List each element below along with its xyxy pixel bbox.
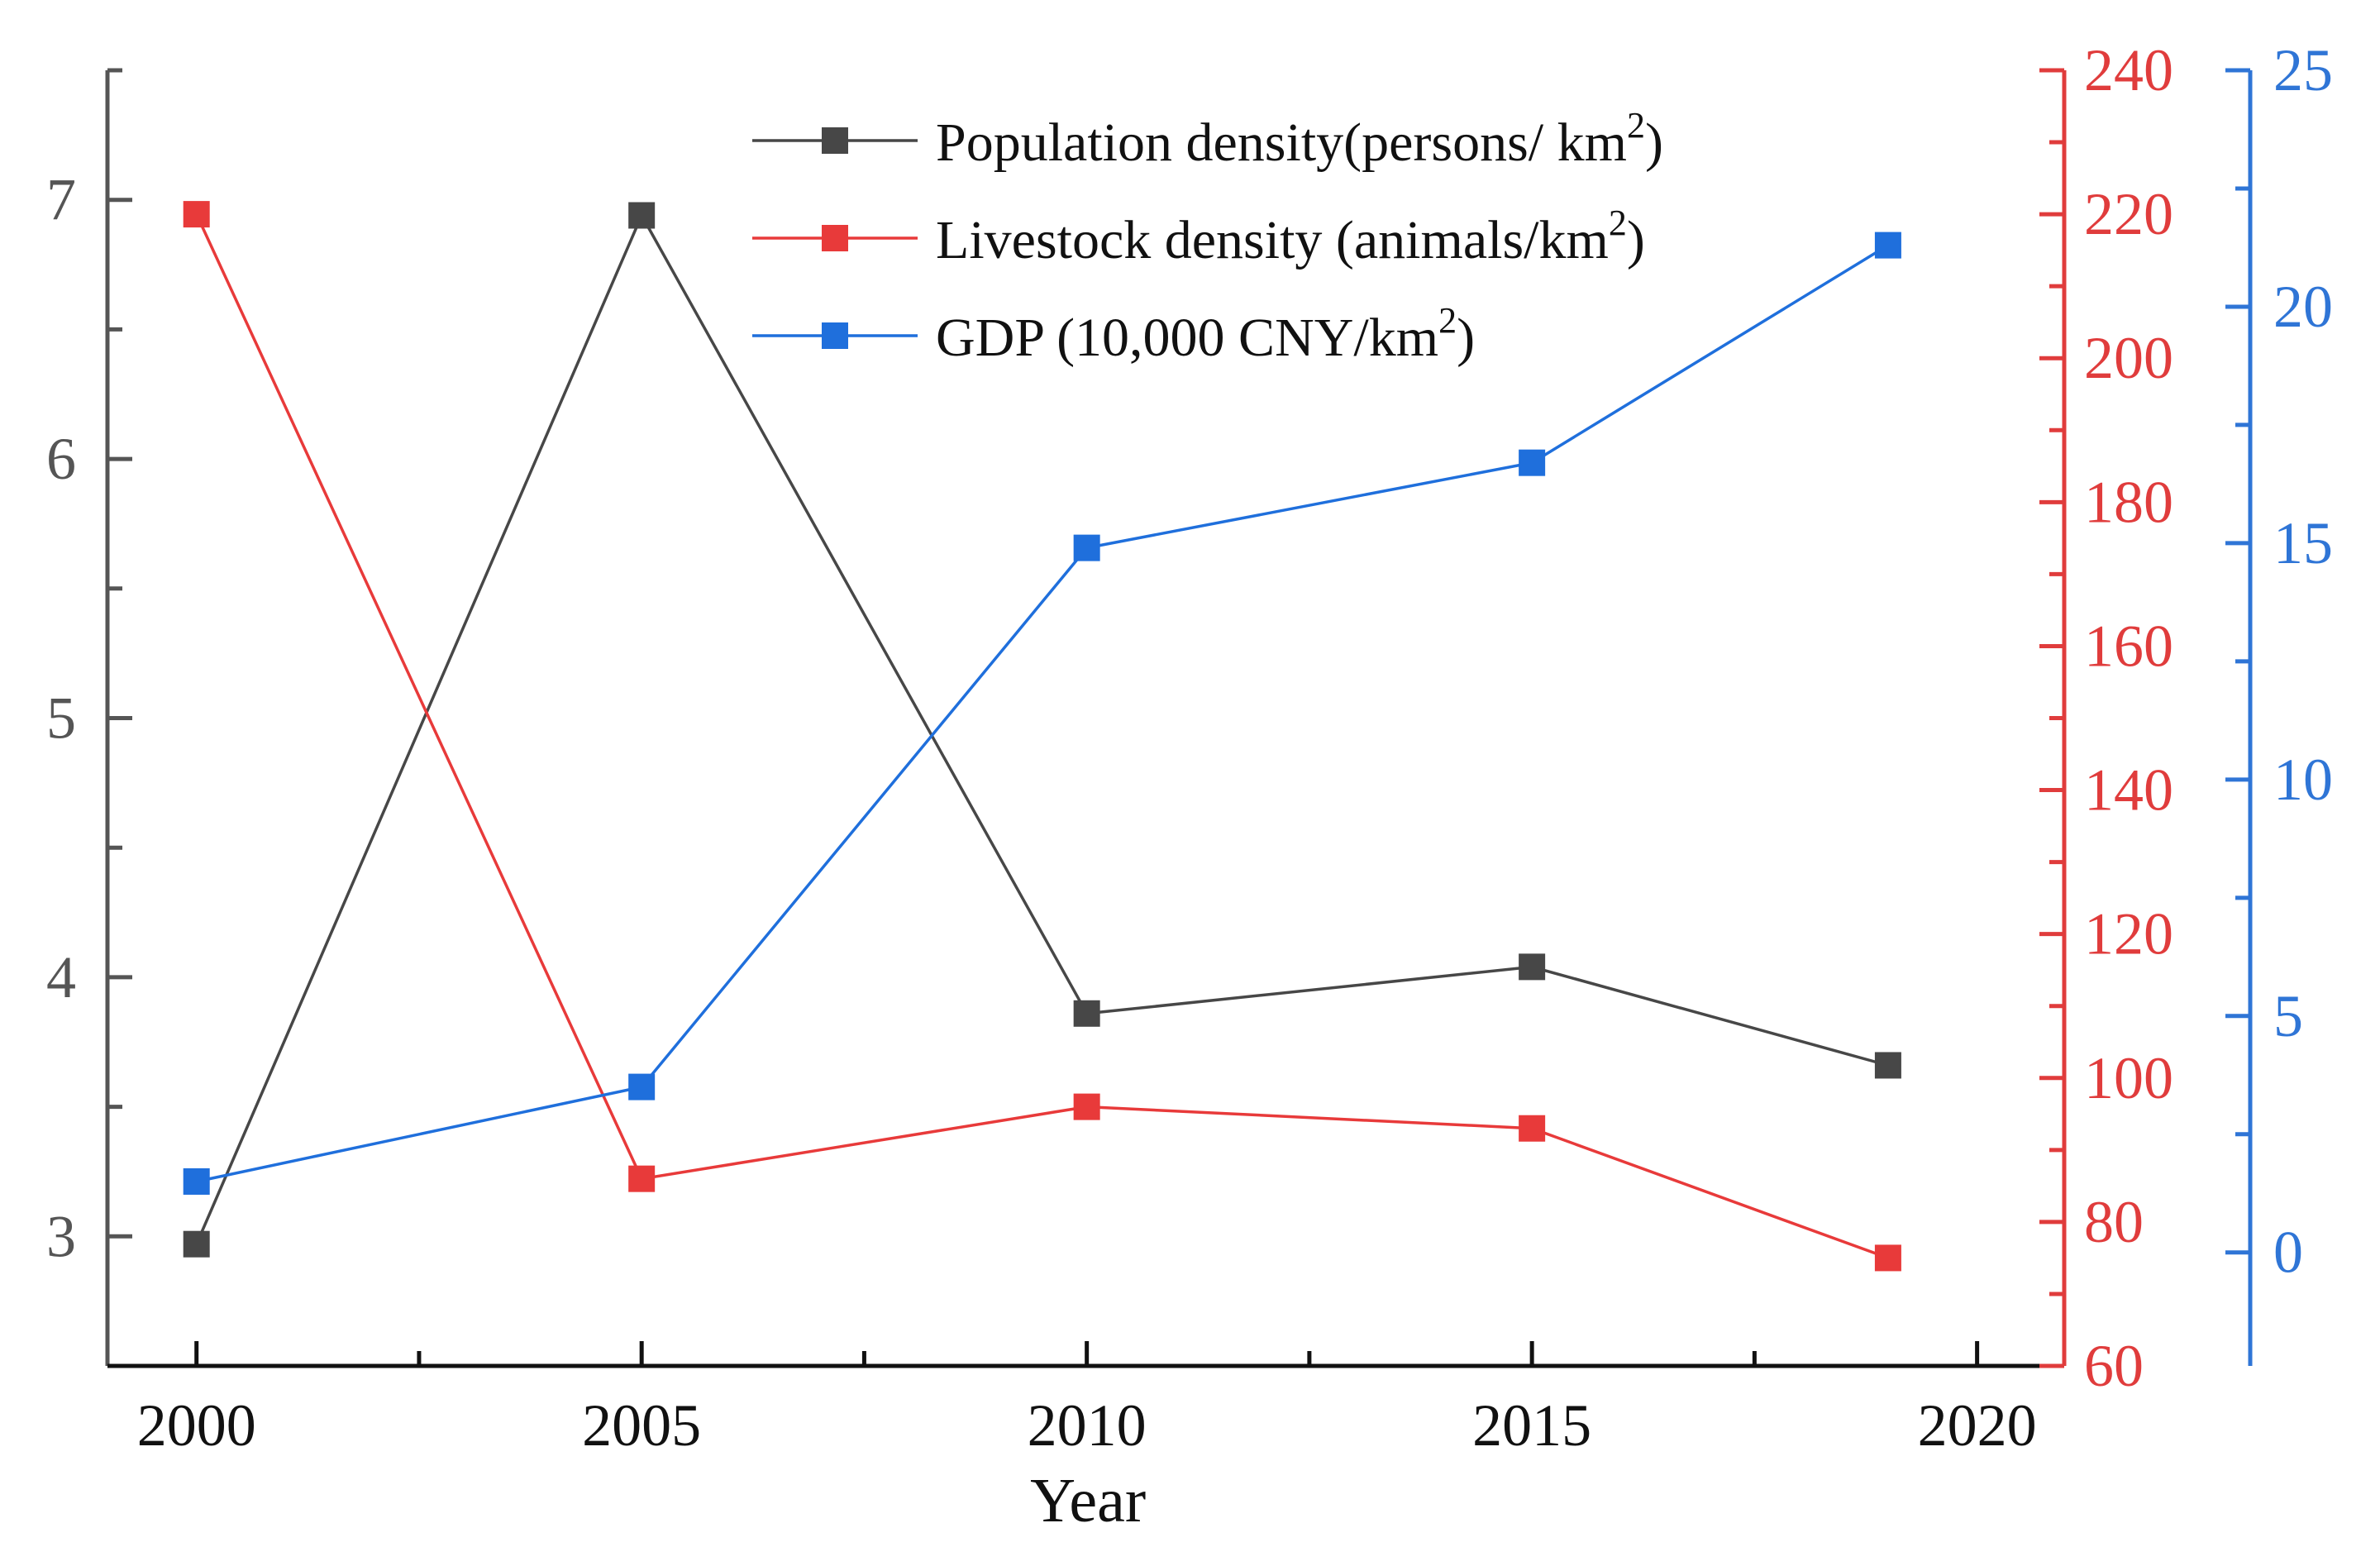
legend-label-2: GDP (10,000 CNY/km2): [936, 300, 1475, 368]
legend-marker-1: [822, 225, 848, 251]
legend-label-text: GDP (10,000 CNY/km: [936, 308, 1438, 368]
x-tick-label: 2020: [1918, 1392, 2037, 1459]
y-right1-tick-label: 160: [2084, 613, 2173, 679]
y-right1-tick-label: 80: [2084, 1189, 2144, 1255]
data-point-1-0: [183, 201, 210, 228]
data-point-0-2: [1073, 1000, 1100, 1027]
legend-label-text: Livestock density (animals/km: [936, 210, 1609, 270]
y-left-tick-label: 5: [46, 685, 76, 752]
series-line-2: [196, 244, 1889, 1183]
y-right2-tick-label: 0: [2273, 1220, 2303, 1286]
legend-marker-2: [822, 322, 848, 349]
y-right2-tick-label: 10: [2273, 747, 2333, 813]
y-right2-tick-label: 25: [2273, 37, 2333, 103]
x-axis-title: Year: [1030, 1466, 1146, 1535]
y-right2-tick-label: 15: [2273, 510, 2333, 576]
y-left-tick-label: 6: [46, 426, 76, 492]
series-layer: [183, 201, 1901, 1272]
y-right1-tick-label: 120: [2084, 901, 2173, 967]
y-right2-tick-label: 20: [2273, 274, 2333, 340]
legend-label-superscript: 2: [1627, 105, 1645, 146]
data-point-2-4: [1874, 232, 1901, 259]
data-point-1-4: [1874, 1244, 1901, 1272]
x-tick-label: 2015: [1472, 1392, 1591, 1459]
y-left-tick-label: 4: [46, 944, 76, 1010]
x-tick-label: 2010: [1028, 1392, 1147, 1459]
y-right1-tick-label: 140: [2084, 757, 2173, 824]
data-point-2-2: [1073, 534, 1100, 561]
legend-marker-0: [822, 127, 848, 154]
data-point-2-1: [628, 1073, 656, 1101]
series-line-0: [195, 212, 1889, 1245]
legend: Population density(persons/ km2)Livestoc…: [752, 105, 1663, 368]
data-point-2-3: [1519, 449, 1546, 476]
y-right1-tick-label: 100: [2084, 1045, 2173, 1111]
legend-label-0: Population density(persons/ km2): [936, 105, 1663, 173]
data-point-0-3: [1519, 953, 1546, 981]
y-right1-tick-label: 220: [2084, 181, 2173, 247]
data-point-1-2: [1073, 1093, 1100, 1120]
data-point-0-0: [183, 1230, 210, 1258]
y-right1-tick-label: 200: [2084, 325, 2173, 391]
series-line-1: [195, 213, 1889, 1260]
data-point-1-1: [628, 1165, 656, 1192]
y-left-tick-label: 7: [46, 167, 76, 233]
data-point-1-3: [1519, 1115, 1546, 1142]
legend-label-text: Population density(persons/ km: [936, 112, 1627, 173]
y-right1-tick-label: 60: [2084, 1333, 2144, 1399]
y-right1-tick-label: 180: [2084, 469, 2173, 535]
legend-label-close: ): [1645, 112, 1663, 173]
x-tick-label: 2005: [582, 1392, 701, 1459]
legend-label-superscript: 2: [1609, 203, 1627, 243]
y-left-tick-label: 3: [46, 1203, 76, 1269]
y-right2-tick-label: 5: [2273, 983, 2303, 1049]
legend-label-1: Livestock density (animals/km2): [936, 203, 1645, 270]
legend-label-superscript: 2: [1438, 300, 1457, 341]
data-point-0-1: [628, 202, 656, 229]
data-point-2-0: [183, 1167, 210, 1195]
y-right1-tick-label: 240: [2084, 37, 2173, 103]
legend-label-close: ): [1627, 210, 1645, 270]
legend-label-close: ): [1457, 308, 1475, 368]
data-point-0-4: [1874, 1052, 1901, 1079]
x-tick-label: 2000: [137, 1392, 256, 1459]
